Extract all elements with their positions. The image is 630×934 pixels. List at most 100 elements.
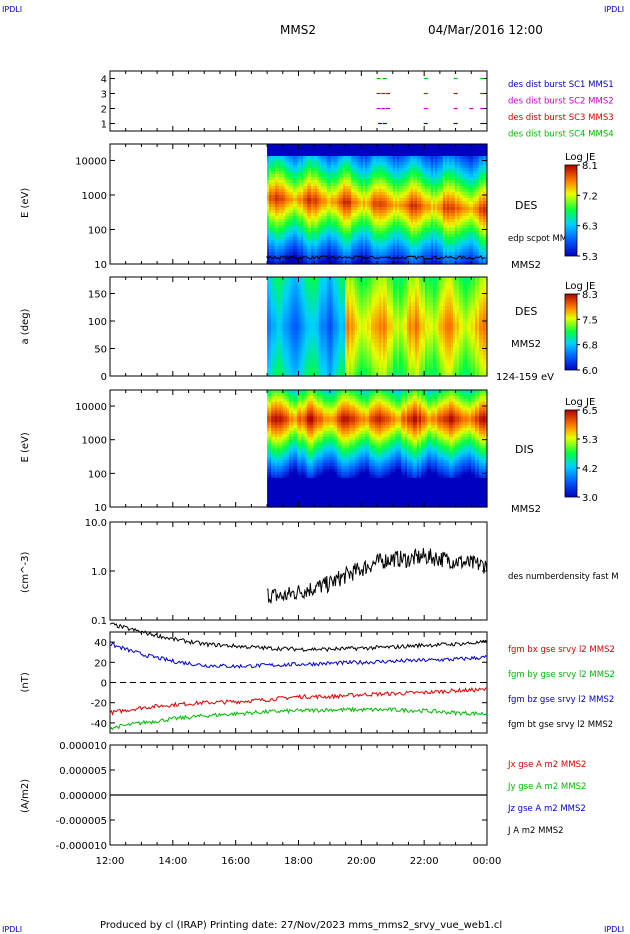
spectrogram-cell <box>383 240 386 244</box>
spectrogram-cell <box>481 177 484 181</box>
spectrogram-cell <box>351 156 354 160</box>
spectrogram-cell <box>315 171 318 175</box>
spectrogram-cell <box>467 153 470 157</box>
spectrogram-cell <box>409 195 412 199</box>
spectrogram-cell <box>289 367 292 373</box>
spectrogram-cell <box>373 186 376 190</box>
spectrogram-cell <box>307 153 310 157</box>
spectrogram-cell <box>333 192 336 196</box>
spectrogram-cell <box>463 246 466 250</box>
spectrogram-cell <box>427 168 430 172</box>
spectrogram-cell <box>391 171 394 175</box>
spectrogram-cell <box>269 246 272 250</box>
spectrogram-cell <box>485 252 488 256</box>
spectrogram-cell <box>473 174 476 178</box>
spectrogram-cell <box>275 334 278 340</box>
spectrogram-cell <box>421 231 424 235</box>
spectrogram-cell <box>479 144 482 148</box>
spectrogram-cell <box>429 252 432 256</box>
spectrogram-cell <box>321 231 324 235</box>
spectrogram-cell <box>319 231 322 235</box>
spectrogram-cell <box>409 201 412 205</box>
spectrogram-cell <box>417 210 420 214</box>
spectrogram-cell <box>461 261 464 265</box>
spectrogram-cell <box>475 186 478 190</box>
spectrogram-cell <box>411 162 414 166</box>
spectrogram-cell <box>299 237 302 241</box>
spectrogram-cell <box>475 228 478 232</box>
spectrogram-cell <box>393 180 396 184</box>
spectrogram-cell <box>331 225 334 229</box>
spectrogram-cell <box>387 174 390 178</box>
spectrogram-cell <box>415 225 418 229</box>
spectrogram-cell <box>281 281 284 286</box>
spectrogram-cell <box>389 252 392 256</box>
spectrogram-cell <box>447 165 450 169</box>
spectrogram-cell <box>465 162 468 166</box>
spectrogram-cell <box>297 177 300 181</box>
spectrogram-cell <box>479 186 482 190</box>
spectrogram-cell <box>381 243 384 247</box>
spectrogram-cell <box>295 249 298 253</box>
spectrogram-cell <box>355 231 358 235</box>
spectrogram-cell <box>351 177 354 181</box>
spectrogram-cell <box>483 225 486 229</box>
spectrogram-cell <box>323 192 326 196</box>
spectrogram-cell <box>339 153 342 157</box>
spectrogram-cell <box>389 216 392 220</box>
spectrogram-cell <box>459 189 462 193</box>
spectrogram-cell <box>301 228 304 232</box>
spectrogram-cell <box>411 249 414 253</box>
spectrogram-cell <box>393 144 396 148</box>
spectrogram-cell <box>439 201 442 205</box>
spectrogram-cell <box>269 297 272 303</box>
spectrogram-cell <box>401 183 404 187</box>
spectrogram-cell <box>305 213 308 217</box>
spectrogram-cell <box>357 228 360 232</box>
spectrogram-cell <box>273 246 276 250</box>
spectrogram-cell <box>429 258 432 262</box>
spectrogram-cell <box>359 159 362 163</box>
spectrogram-cell <box>395 204 398 208</box>
des-pitch-spectrogram-cells <box>267 277 488 377</box>
spectrogram-cell <box>401 219 404 223</box>
spectrogram-cell <box>299 326 302 332</box>
spectrogram-cell <box>445 150 448 154</box>
spectrogram-cell <box>433 252 436 256</box>
spectrogram-cell <box>441 213 444 217</box>
spectrogram-cell <box>477 147 480 151</box>
spectrogram-cell <box>403 234 406 238</box>
spectrogram-cell <box>359 150 362 154</box>
spectrogram-cell <box>427 231 430 235</box>
spectrogram-cell <box>329 213 332 217</box>
spectrogram-cell <box>409 150 412 154</box>
spectrogram-cell <box>411 231 414 235</box>
spectrogram-cell <box>337 174 340 178</box>
spectrogram-cell <box>297 252 300 256</box>
spectrogram-cell <box>351 186 354 190</box>
spectrogram-cell <box>377 159 380 163</box>
spectrogram-cell <box>423 189 426 193</box>
spectrogram-cell <box>467 258 470 262</box>
spectrogram-cell <box>371 189 374 193</box>
spectrogram-cell <box>327 189 330 193</box>
spectrogram-cell <box>291 183 294 187</box>
spectrogram-cell <box>389 174 392 178</box>
spectrogram-cell <box>391 183 394 187</box>
spectrogram-cell <box>393 258 396 262</box>
spectrogram-cell <box>271 195 274 199</box>
spectrogram-cell <box>471 192 474 196</box>
spectrogram-cell <box>471 204 474 208</box>
spectrogram-cell <box>267 347 270 352</box>
spectrogram-cell <box>285 301 288 307</box>
spectrogram-cell <box>395 237 398 241</box>
spectrogram-cell <box>267 255 270 259</box>
spectrogram-cell <box>405 216 408 220</box>
spectrogram-cell <box>273 330 276 336</box>
spectrogram-cell <box>313 186 316 190</box>
spectrogram-cell <box>387 177 390 181</box>
spectrogram-cell <box>337 228 340 232</box>
spectrogram-cell <box>473 186 476 190</box>
spectrogram-cell <box>389 180 392 184</box>
spectrogram-cell <box>429 246 432 250</box>
